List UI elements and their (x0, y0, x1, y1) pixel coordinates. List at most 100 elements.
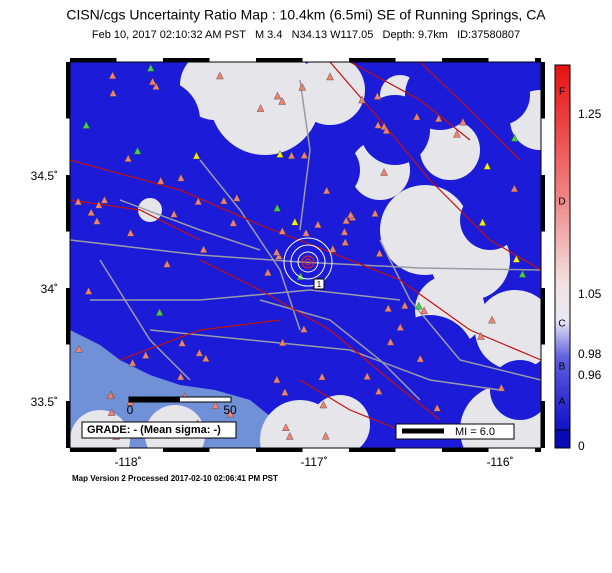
station (412, 112, 421, 121)
station (75, 344, 83, 353)
grade-letter: B (559, 362, 566, 373)
grade-letter: F (559, 87, 565, 98)
station (477, 332, 485, 340)
station (321, 431, 330, 440)
coverage-blob (405, 62, 475, 130)
station (497, 383, 506, 392)
station (107, 408, 116, 416)
frame-tick (163, 448, 210, 452)
station (194, 197, 203, 205)
frame-tick (442, 58, 489, 62)
station (510, 133, 519, 142)
frame-tick (442, 448, 489, 452)
station (128, 358, 137, 367)
frame-tick (535, 448, 541, 452)
station (459, 117, 467, 126)
road (149, 329, 501, 391)
station (94, 200, 103, 209)
frame-tick (256, 58, 303, 62)
station (328, 244, 337, 253)
footer: Map Version 2 Processed 2017-02-10 02:06… (72, 474, 278, 483)
station (141, 351, 150, 359)
station (341, 238, 350, 246)
map-frame (69, 61, 542, 449)
low-coverage-area (475, 290, 541, 370)
station (195, 348, 204, 357)
road (299, 79, 311, 231)
road (99, 259, 191, 381)
fault (419, 62, 521, 161)
station (148, 77, 157, 86)
station (374, 120, 382, 129)
station (478, 218, 487, 226)
station (319, 400, 328, 409)
station (278, 338, 287, 347)
coverage-blob (75, 62, 155, 135)
scale-label: 50 (223, 403, 237, 417)
grade-box (81, 421, 237, 439)
station (93, 216, 101, 225)
colorbar-label: 0.98 (578, 347, 602, 361)
colorbar-label: 0 (578, 439, 585, 453)
frame-tick (66, 62, 70, 119)
station (126, 228, 135, 237)
station (416, 354, 425, 363)
station (298, 82, 307, 91)
road (119, 199, 261, 251)
frame-tick (256, 448, 303, 452)
station (276, 150, 284, 158)
station (74, 197, 83, 206)
station (278, 97, 286, 105)
frame-tick (66, 288, 70, 345)
frame-tick (541, 401, 545, 448)
frame-tick (541, 288, 545, 345)
frame-tick (66, 175, 70, 232)
map-area: 1 (70, 62, 541, 448)
coverage-blob (460, 190, 520, 250)
station (155, 308, 164, 316)
station (177, 173, 185, 182)
low-coverage-area (180, 62, 250, 120)
grade-letter: D (558, 197, 565, 208)
station (87, 208, 96, 216)
station (375, 249, 384, 257)
station (109, 88, 117, 97)
station (133, 146, 142, 155)
title: CISN/cgs Uncertainty Ratio Map : 10.4km … (66, 7, 546, 23)
road (379, 239, 541, 381)
frame-tick (70, 58, 117, 62)
station (273, 203, 282, 212)
station (199, 245, 208, 253)
station (291, 217, 299, 226)
station (108, 71, 117, 80)
colorbar-label: 1.05 (578, 287, 602, 301)
station (386, 337, 395, 346)
mi-legend-text: MI = 6.0 (455, 426, 495, 438)
grade-text: GRADE: - (Mean sigma: -) (87, 424, 221, 436)
station (326, 72, 334, 81)
station (278, 226, 287, 235)
station (373, 92, 382, 100)
station (340, 227, 349, 236)
station (396, 323, 405, 331)
frame-tick (163, 58, 210, 62)
station (300, 324, 308, 333)
colorbar (554, 64, 571, 431)
station (82, 121, 91, 129)
station (272, 247, 281, 256)
scale-bar-rect (129, 397, 180, 402)
station (106, 391, 115, 399)
station (282, 423, 290, 431)
colorbar-label: 0.96 (578, 368, 602, 382)
low-coverage-area (138, 198, 162, 222)
low-coverage-area (295, 62, 365, 125)
station (163, 259, 171, 268)
lon-label: -116˚ (486, 455, 513, 469)
grade-letter: A (559, 397, 566, 408)
station (220, 196, 228, 205)
station (420, 306, 428, 315)
station (178, 338, 186, 347)
road (90, 289, 401, 301)
